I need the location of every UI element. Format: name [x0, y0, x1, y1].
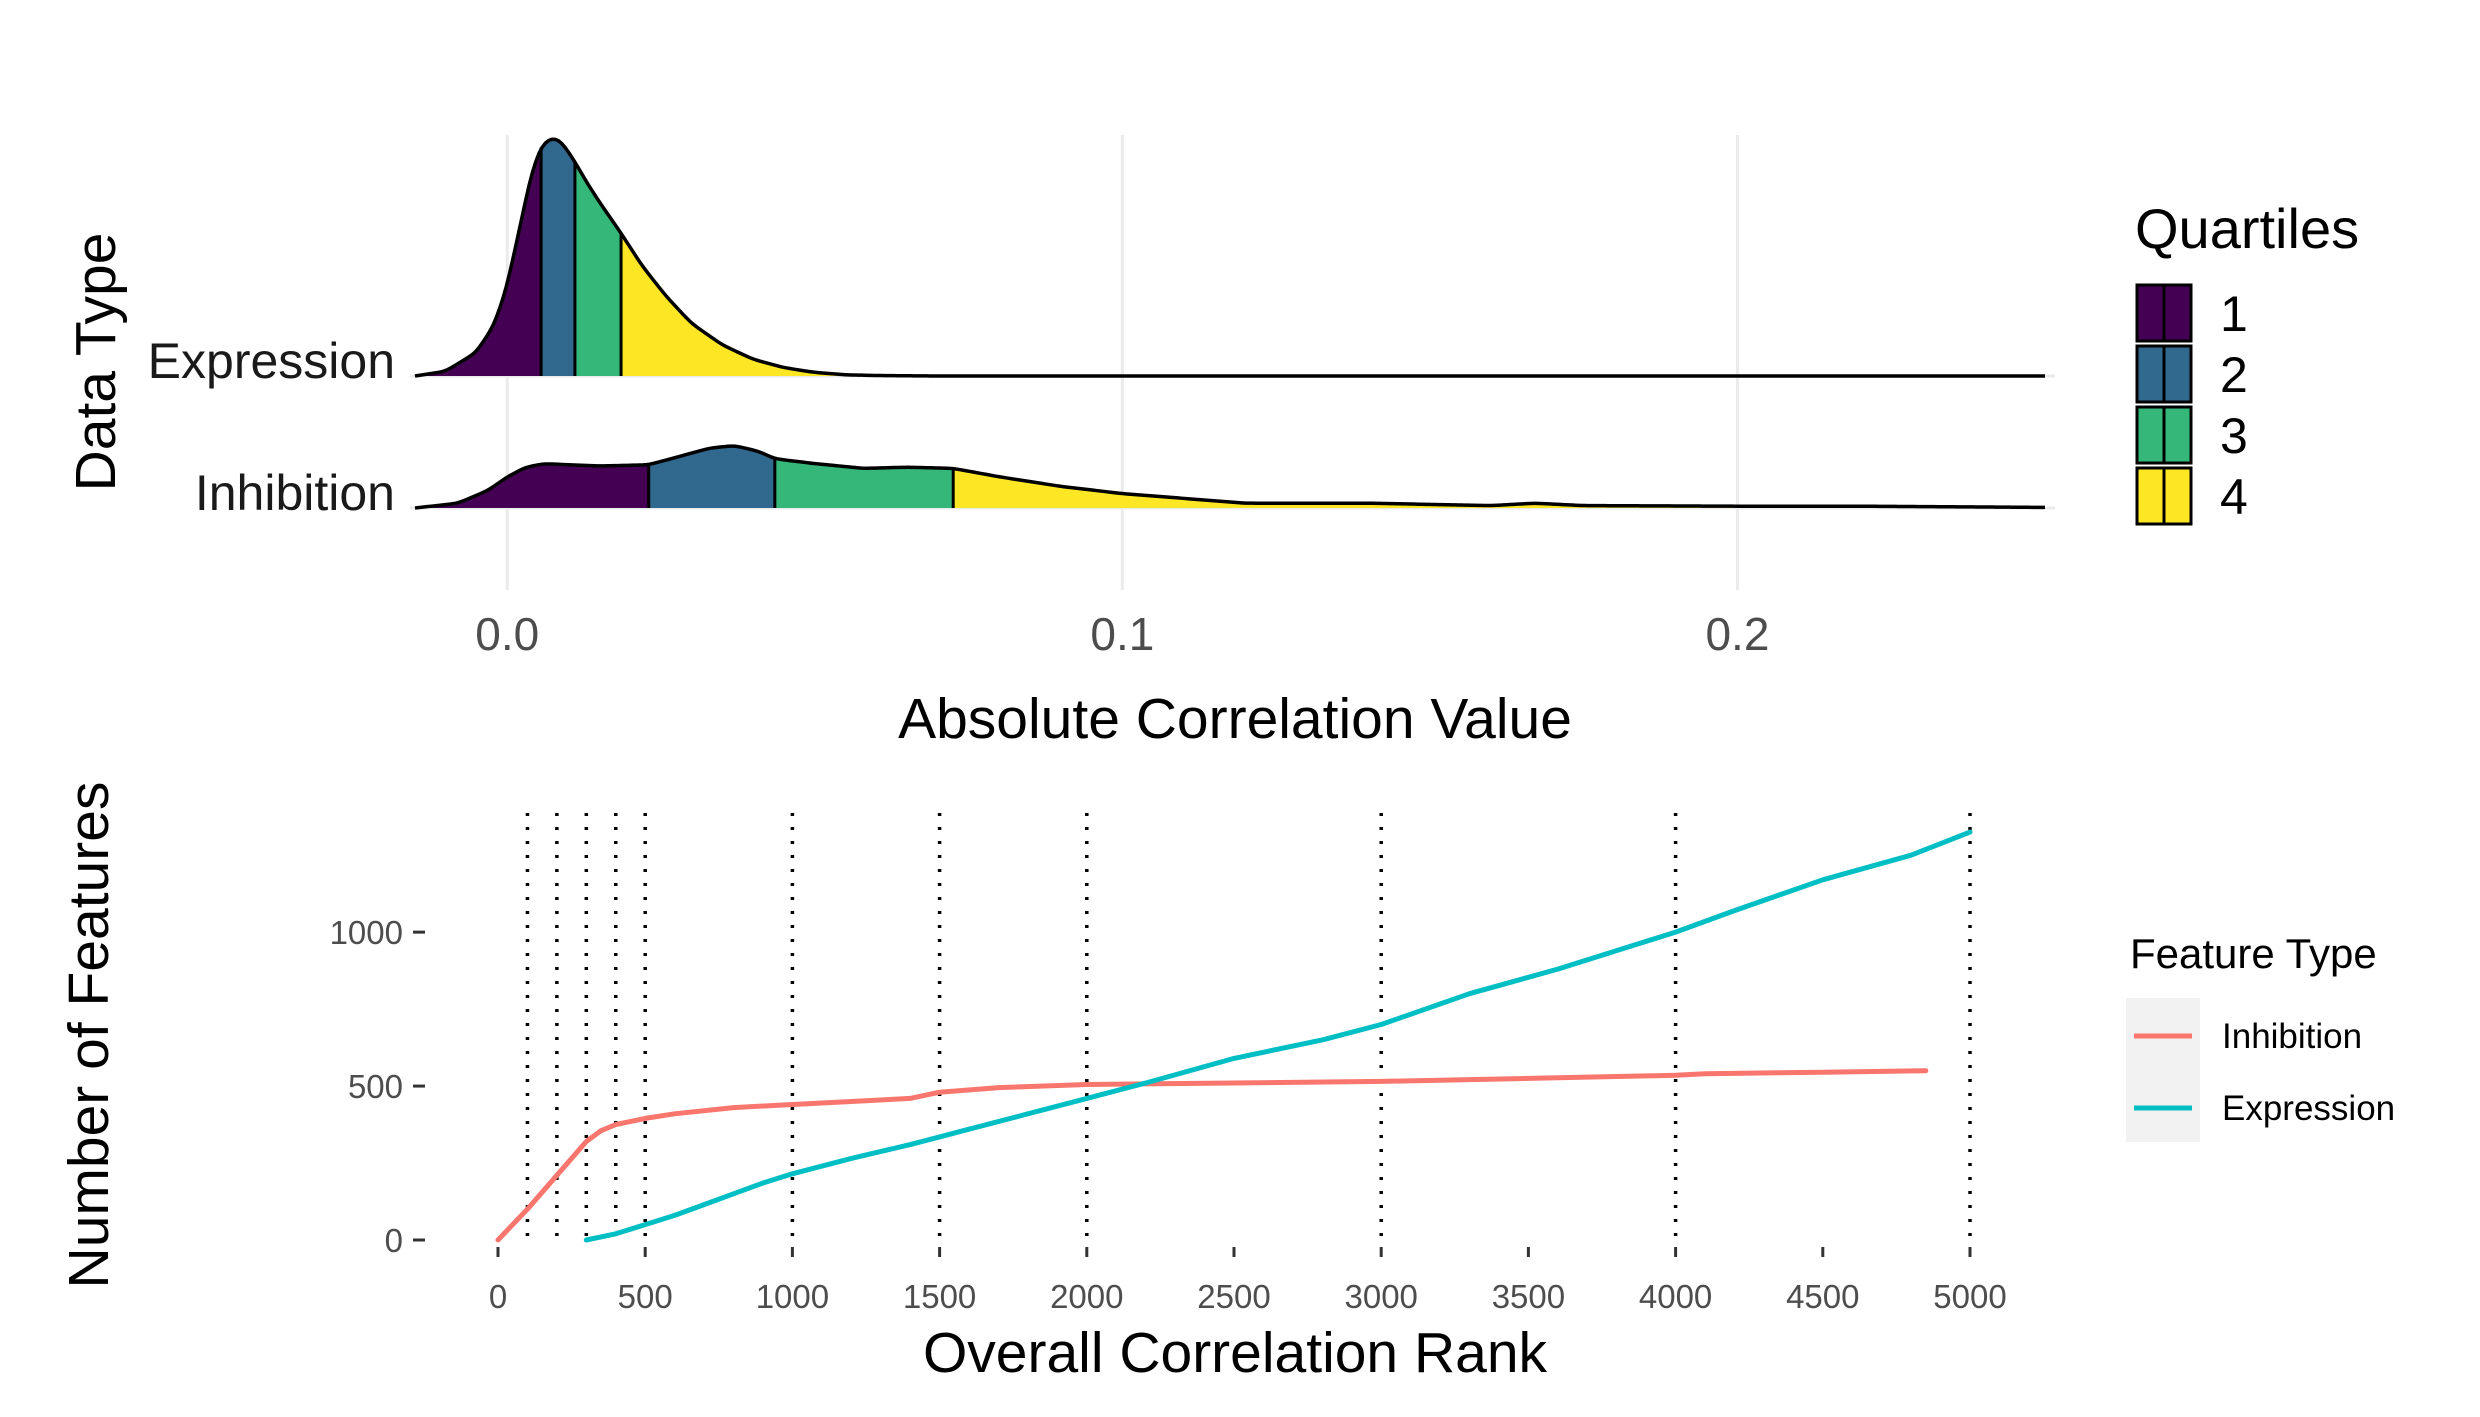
quartile-legend-label-4: 4 [2220, 469, 2248, 525]
x-tick-label-3000: 3000 [1344, 1278, 1417, 1315]
feature-type-legend-items: Inhibition Expression [2126, 998, 2395, 1142]
quartile-legend-label-2: 2 [2220, 347, 2248, 403]
x-tick-label-0: 0 [489, 1278, 507, 1315]
x-tick-label-4000: 4000 [1639, 1278, 1712, 1315]
x-tick-label-500: 500 [618, 1278, 673, 1315]
inhibition-quartile-2-area [648, 446, 775, 508]
expression-quartile-2-area [541, 139, 575, 376]
y-tick-label-1000: 1000 [330, 914, 403, 951]
feature-lines [495, 829, 1973, 1243]
feature-type-legend-key-background [2126, 998, 2200, 1142]
bottom-y-axis-title: Number of Features [57, 782, 121, 1289]
quartiles-legend-title: Quartiles [2135, 197, 2359, 260]
ridge-label-inhibition: Inhibition [195, 465, 395, 521]
x-tick-label-1500: 1500 [903, 1278, 976, 1315]
top-x-tick-0-2: 0.2 [1705, 608, 1769, 660]
quartile-legend-label-1: 1 [2220, 286, 2248, 342]
density-ridgeline-chart: 0.0 0.1 0.2 Expression Inhibition Absolute… [64, 135, 2359, 751]
x-tick-label-3500: 3500 [1492, 1278, 1565, 1315]
expression-quartile-3-area [574, 161, 622, 376]
quartile-legend-label-3: 3 [2220, 408, 2248, 464]
feature-type-legend-label-inhibition: Inhibition [2222, 1017, 2362, 1056]
inhibition-quartile-3-area [774, 457, 954, 508]
top-x-tick-labels: 0.0 0.1 0.2 [475, 608, 1769, 660]
density-ridges [414, 137, 2046, 510]
y-tick-label-0: 0 [385, 1222, 403, 1259]
bottom-x-ticks: 0 500 1000 1500 2000 2500 3000 3500 4000 4500 5000 [489, 1247, 2007, 1315]
feature-count-line-chart: 0 500 1000 1500 2000 2500 3000 3500 4000 4500 5000… [57, 782, 2395, 1385]
inhibition-density-outline [414, 444, 2046, 510]
y-tick-label-500: 500 [348, 1068, 403, 1105]
reference-dotted-lines [525, 813, 1972, 1245]
top-x-tick-0-0: 0.0 [475, 608, 539, 660]
feature-type-legend-title: Feature Type [2130, 930, 2377, 977]
feature-type-legend-label-expression: Expression [2222, 1089, 2395, 1128]
feature-type-legend: Feature Type Inhibition Expression [2126, 930, 2395, 1142]
ridge-label-expression: Expression [148, 333, 395, 389]
x-tick-label-5000: 5000 [1933, 1278, 2006, 1315]
x-tick-label-1000: 1000 [756, 1278, 829, 1315]
expression-line [583, 829, 1973, 1243]
expression-quartile-1-area [415, 147, 542, 376]
expression-density-outline [414, 137, 2045, 378]
inhibition-line [495, 1068, 1929, 1243]
bottom-x-axis-title: Overall Correlation Rank [923, 1321, 1548, 1385]
x-tick-label-2500: 2500 [1197, 1278, 1270, 1315]
x-tick-label-4500: 4500 [1786, 1278, 1859, 1315]
top-x-axis-title: Absolute Correlation Value [898, 687, 1572, 751]
bottom-y-ticks: 0 500 1000 [330, 914, 425, 1259]
top-y-axis-title: Data Type [64, 233, 128, 492]
inhibition-quartile-4-area [953, 468, 2045, 508]
top-x-tick-0-1: 0.1 [1090, 608, 1154, 660]
x-tick-label-2000: 2000 [1050, 1278, 1123, 1315]
